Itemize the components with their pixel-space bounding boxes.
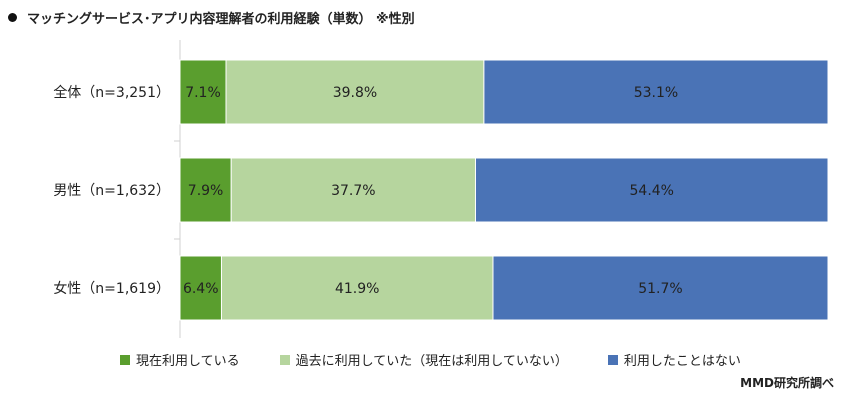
bullet-icon: [8, 13, 17, 22]
data-label: 54.4%: [630, 183, 674, 199]
data-label: 51.7%: [638, 281, 682, 297]
legend: 現在利用している 過去に利用していた（現在は利用していない） 利用したことはない: [120, 350, 781, 369]
category-label: 男性（n=1,632）: [53, 183, 170, 199]
data-label: 7.1%: [185, 85, 221, 101]
data-label: 6.4%: [183, 281, 219, 297]
bar-segment: [492, 255, 829, 321]
legend-item: 現在利用している: [120, 350, 240, 369]
legend-item: 利用したことはない: [607, 350, 741, 369]
data-label: 41.9%: [335, 281, 379, 297]
legend-swatch: [607, 354, 618, 365]
bar-segment: [225, 59, 485, 125]
category-label: 女性（n=1,619）: [53, 280, 170, 297]
data-label: 39.8%: [333, 85, 377, 101]
chart-title: マッチングサービス･アプリ内容理解者の利用経験（単数） ※性別: [27, 12, 415, 27]
bar-segment: [179, 255, 222, 321]
data-label: 7.9%: [188, 183, 224, 199]
legend-label: 過去に利用していた（現在は利用していない）: [295, 354, 568, 369]
bar-segment: [474, 157, 829, 223]
legend-swatch: [279, 354, 290, 365]
bar-segment: [483, 59, 829, 125]
bar-segment: [179, 59, 227, 125]
legend-swatch: [120, 354, 130, 365]
bar-segment: [230, 157, 476, 223]
data-label: 53.1%: [634, 85, 678, 101]
legend-item: 過去に利用していた（現在は利用していない）: [279, 350, 568, 369]
legend-label: 現在利用している: [136, 354, 240, 369]
source-note: MMD研究所調べ: [740, 376, 834, 390]
data-label: 37.7%: [331, 183, 375, 199]
category-label: 全体（n=3,251）: [53, 84, 170, 101]
legend-label: 利用したことはない: [623, 354, 741, 369]
chart-title-row: マッチングサービス･アプリ内容理解者の利用経験（単数） ※性別: [8, 8, 415, 27]
